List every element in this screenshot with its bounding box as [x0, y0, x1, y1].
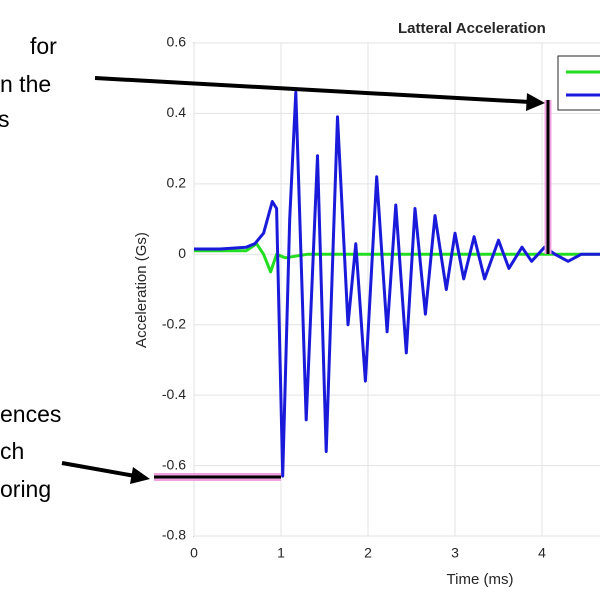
y-tick-label: 0 [178, 245, 186, 261]
y-tick-label: -0.4 [162, 386, 186, 402]
arrow-head [526, 93, 545, 111]
annotation-text: s [0, 106, 10, 132]
y-tick-label: 0.4 [167, 104, 187, 120]
legend-box [557, 55, 600, 111]
x-tick-label: 1 [277, 545, 285, 561]
annotation-text: oring [0, 476, 51, 502]
x-tick-label: 3 [451, 545, 459, 561]
y-tick-label: -0.8 [162, 527, 186, 543]
arrow-line [94, 76, 531, 104]
annotation-text: for [30, 33, 57, 59]
series-line [194, 90, 600, 478]
y-tick-label: 0.2 [167, 175, 187, 191]
x-tick-label: 2 [364, 545, 372, 561]
y-axis-label: Acceleration (Gs) [133, 232, 150, 348]
annotation-text: ch [0, 438, 24, 464]
legend [557, 55, 600, 111]
arrow-head [130, 467, 150, 484]
annotation-text: ences [0, 401, 61, 427]
x-axis-label: Time (ms) [447, 571, 514, 588]
plot-area [193, 42, 600, 537]
y-tick-label: 0.6 [167, 34, 187, 50]
y-tick-label: -0.6 [162, 456, 186, 472]
annotation-marks [61, 76, 552, 484]
x-tick-label: 4 [538, 545, 546, 561]
x-tick-label: 0 [190, 545, 198, 561]
series-lines [194, 90, 600, 478]
arrow-line [61, 461, 136, 478]
annotation-text: n the [0, 71, 51, 97]
y-tick-label: -0.2 [162, 315, 186, 331]
chart-title: Latteral Acceleration [398, 20, 546, 37]
